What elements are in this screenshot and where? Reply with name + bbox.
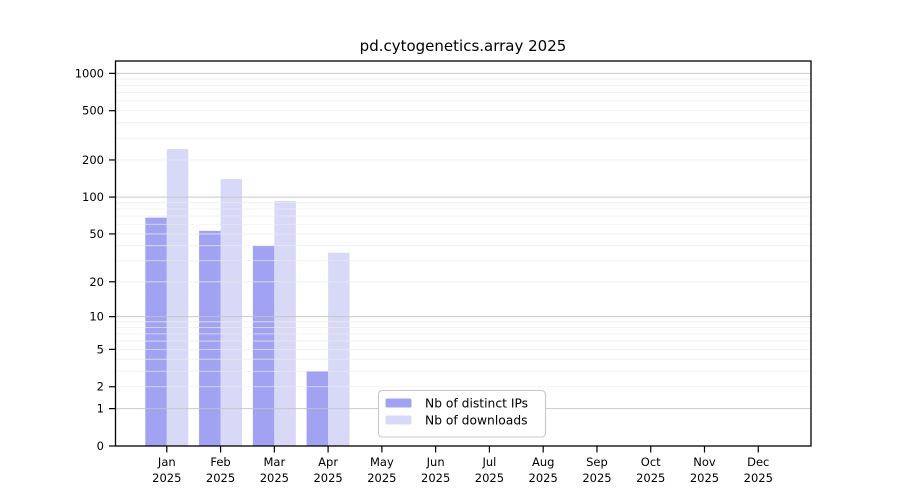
x-tick-label-month-mar: Mar bbox=[263, 455, 285, 469]
x-tick-label-year-mar: 2025 bbox=[260, 471, 289, 485]
x-tick-label-year-oct: 2025 bbox=[636, 471, 665, 485]
x-tick-label-month-jun: Jun bbox=[426, 455, 445, 469]
x-tick-label-month-jan: Jan bbox=[157, 455, 176, 469]
y-tick-label-50: 50 bbox=[89, 227, 104, 241]
y-tick-label-100: 100 bbox=[82, 190, 104, 204]
x-tick-label-year-aug: 2025 bbox=[529, 471, 558, 485]
bar-distinct-ips-mar bbox=[252, 245, 275, 446]
x-tick-label-month-jul: Jul bbox=[481, 455, 496, 469]
y-tick-label-1000: 1000 bbox=[75, 66, 104, 80]
x-tick-label-month-aug: Aug bbox=[532, 455, 554, 469]
x-tick-label-year-apr: 2025 bbox=[313, 471, 342, 485]
legend: Nb of distinct IPs Nb of downloads bbox=[377, 389, 547, 438]
y-tick-label-200: 200 bbox=[82, 153, 104, 167]
x-tick-label-year-jun: 2025 bbox=[421, 471, 450, 485]
x-tick-label-month-feb: Feb bbox=[210, 455, 230, 469]
bar-downloads-jan bbox=[166, 149, 189, 446]
y-tick-label-10: 10 bbox=[89, 310, 104, 324]
ticks-layer: 0 1 2 5 10 20 50 100 200 500 1000 Jan 2025 Feb 2025 Mar… bbox=[75, 66, 773, 485]
legend-box bbox=[377, 389, 547, 438]
x-tick-label-year-feb: 2025 bbox=[206, 471, 235, 485]
x-tick-label-year-jul: 2025 bbox=[475, 471, 504, 485]
y-tick-label-500: 500 bbox=[82, 104, 104, 118]
legend-swatch-downloads bbox=[385, 415, 412, 425]
y-tick-label-1: 1 bbox=[97, 402, 104, 416]
grid-layer bbox=[115, 72, 811, 410]
y-tick-label-5: 5 bbox=[97, 342, 104, 356]
legend-label-downloads: Nb of downloads bbox=[425, 414, 528, 428]
x-tick-label-month-sep: Sep bbox=[586, 455, 608, 469]
legend-label-distinct-ips: Nb of distinct IPs bbox=[425, 397, 528, 411]
x-tick-label-year-nov: 2025 bbox=[690, 471, 719, 485]
y-tick-label-0: 0 bbox=[97, 439, 104, 453]
bar-downloads-mar bbox=[274, 200, 296, 446]
plot-frame bbox=[114, 60, 812, 447]
x-tick-label-year-sep: 2025 bbox=[582, 471, 611, 485]
legend-swatch-distinct-ips bbox=[385, 398, 412, 408]
x-tick-label-month-may: May bbox=[370, 455, 394, 469]
y-tick-label-2: 2 bbox=[97, 380, 104, 394]
y-tick-label-20: 20 bbox=[89, 275, 104, 289]
bar-distinct-ips-jan bbox=[145, 217, 167, 446]
x-tick-label-year-jan: 2025 bbox=[152, 471, 181, 485]
x-tick-label-month-apr: Apr bbox=[318, 455, 338, 469]
bars-layer bbox=[145, 149, 350, 446]
x-tick-label-year-may: 2025 bbox=[367, 471, 396, 485]
chart-title: pd.cytogenetics.array 2025 bbox=[360, 37, 567, 55]
x-tick-label-month-dec: Dec bbox=[747, 455, 769, 469]
x-tick-label-month-nov: Nov bbox=[693, 455, 716, 469]
x-tick-label-month-oct: Oct bbox=[641, 455, 661, 469]
bar-downloads-feb bbox=[220, 179, 243, 446]
bar-distinct-ips-feb bbox=[199, 230, 221, 446]
x-tick-label-year-dec: 2025 bbox=[744, 471, 773, 485]
